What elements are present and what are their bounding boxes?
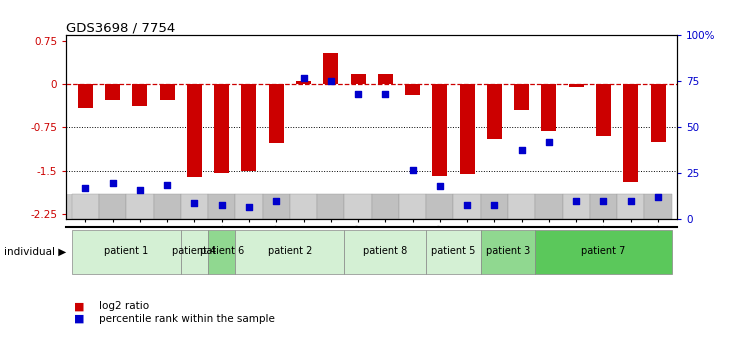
Point: [216, 202, 227, 207]
Bar: [236, 230, 344, 274]
Bar: [208, 194, 236, 219]
Bar: [508, 194, 535, 219]
Bar: [453, 194, 481, 219]
Bar: [378, 74, 393, 84]
Bar: [290, 194, 317, 219]
Bar: [590, 194, 617, 219]
Bar: [562, 194, 590, 219]
Point: [134, 187, 146, 193]
Bar: [263, 194, 290, 219]
Bar: [459, 84, 475, 174]
Point: [325, 79, 336, 84]
Point: [516, 147, 528, 152]
Point: [270, 198, 282, 204]
Bar: [296, 81, 311, 84]
Bar: [535, 194, 562, 219]
Bar: [344, 194, 372, 219]
Bar: [617, 194, 645, 219]
Point: [543, 139, 555, 145]
Bar: [99, 194, 127, 219]
Bar: [127, 194, 154, 219]
Bar: [645, 194, 672, 219]
Bar: [105, 84, 120, 101]
Bar: [535, 230, 672, 274]
Point: [570, 198, 582, 204]
Point: [461, 202, 473, 207]
Point: [243, 204, 255, 210]
Text: patient 3: patient 3: [486, 246, 530, 256]
Text: patient 2: patient 2: [268, 246, 312, 256]
Bar: [405, 84, 420, 95]
Point: [652, 195, 664, 200]
Bar: [569, 84, 584, 87]
Point: [297, 75, 309, 81]
Bar: [214, 84, 229, 173]
Text: individual ▶: individual ▶: [4, 246, 66, 256]
Point: [161, 182, 173, 187]
Bar: [181, 194, 208, 219]
Text: patient 4: patient 4: [172, 246, 216, 256]
Bar: [78, 84, 93, 108]
Text: percentile rank within the sample: percentile rank within the sample: [99, 314, 275, 324]
Bar: [236, 194, 263, 219]
Bar: [426, 194, 453, 219]
Bar: [651, 84, 665, 142]
Text: log2 ratio: log2 ratio: [99, 301, 149, 311]
Point: [380, 91, 392, 97]
Bar: [241, 84, 256, 171]
Bar: [372, 194, 399, 219]
Bar: [542, 84, 556, 131]
Text: ■: ■: [74, 314, 84, 324]
Bar: [71, 194, 99, 219]
Bar: [154, 194, 181, 219]
Text: patient 7: patient 7: [581, 246, 626, 256]
Point: [489, 202, 500, 207]
Bar: [514, 84, 529, 110]
Bar: [132, 84, 147, 105]
Bar: [71, 230, 181, 274]
Bar: [323, 53, 339, 84]
Text: patient 6: patient 6: [199, 246, 244, 256]
Point: [107, 180, 118, 185]
Bar: [208, 230, 236, 274]
Text: patient 1: patient 1: [104, 246, 149, 256]
Bar: [66, 194, 666, 219]
Text: ■: ■: [74, 301, 84, 311]
Bar: [269, 84, 284, 143]
Text: patient 5: patient 5: [431, 246, 475, 256]
Bar: [487, 84, 502, 139]
Bar: [187, 84, 202, 177]
Point: [188, 200, 200, 206]
Bar: [160, 84, 174, 100]
Point: [79, 185, 91, 191]
Bar: [481, 194, 508, 219]
Point: [434, 183, 446, 189]
Bar: [181, 230, 208, 274]
Bar: [426, 230, 481, 274]
Bar: [432, 84, 447, 176]
Point: [598, 198, 609, 204]
Bar: [623, 84, 638, 182]
Text: patient 8: patient 8: [363, 246, 408, 256]
Text: GDS3698 / 7754: GDS3698 / 7754: [66, 21, 175, 34]
Point: [407, 167, 419, 173]
Bar: [481, 230, 535, 274]
Point: [352, 91, 364, 97]
Bar: [596, 84, 611, 136]
Bar: [317, 194, 344, 219]
Bar: [344, 230, 426, 274]
Bar: [399, 194, 426, 219]
Bar: [350, 74, 366, 84]
Point: [625, 198, 637, 204]
